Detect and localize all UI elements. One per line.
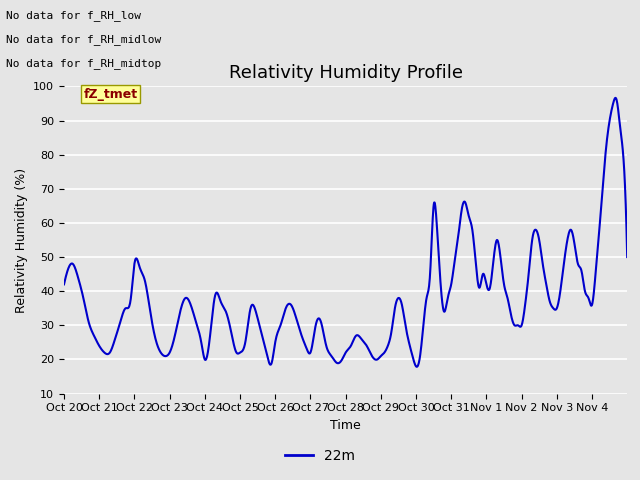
X-axis label: Time: Time <box>330 419 361 432</box>
Text: No data for f_RH_low: No data for f_RH_low <box>6 10 141 21</box>
Text: No data for f_RH_midlow: No data for f_RH_midlow <box>6 34 162 45</box>
Legend: 22m: 22m <box>280 443 360 468</box>
Text: No data for f_RH_midtop: No data for f_RH_midtop <box>6 58 162 69</box>
Title: Relativity Humidity Profile: Relativity Humidity Profile <box>228 64 463 82</box>
Y-axis label: Relativity Humidity (%): Relativity Humidity (%) <box>15 168 28 312</box>
Text: fZ_tmet: fZ_tmet <box>83 87 138 100</box>
